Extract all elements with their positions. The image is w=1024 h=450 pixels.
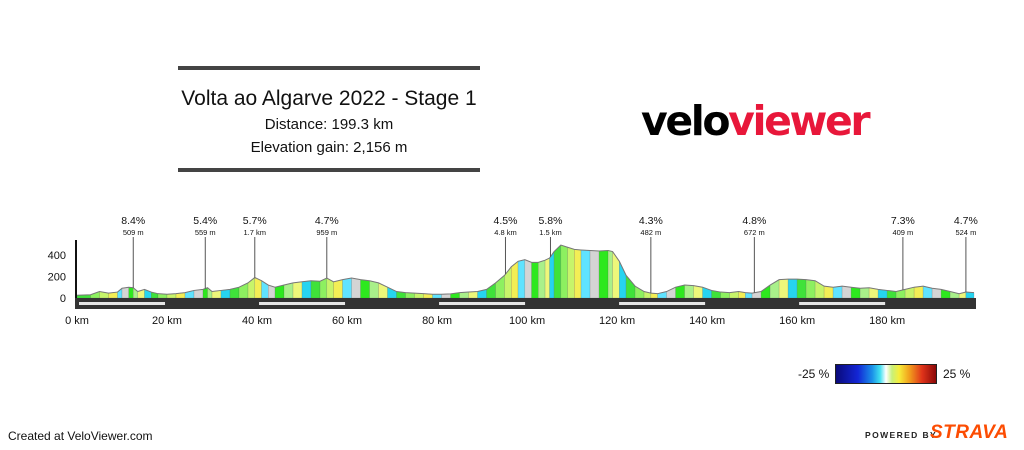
climb-gradient-label: 5.7% (243, 215, 267, 227)
climb-length-label: 4.8 km (494, 228, 517, 237)
profile-segment (598, 250, 609, 299)
profile-segment (607, 250, 613, 299)
y-tick-label: 0 (60, 293, 66, 305)
profile-segment (634, 285, 645, 299)
logo-part-viewer: viewer (728, 97, 870, 145)
profile-segment (612, 250, 620, 299)
profile-segment (787, 278, 798, 299)
profile-segment (292, 281, 303, 299)
x-tick-label: 160 km (779, 315, 815, 327)
profile-segment (684, 284, 694, 299)
profile-segment (301, 280, 312, 299)
title-bottom-rule (178, 168, 480, 172)
profile-segment (360, 279, 370, 299)
profile-segment (580, 249, 591, 299)
x-tick-label: 180 km (869, 315, 905, 327)
profile-segment (310, 280, 321, 299)
veloviewer-logo: veloviewer (641, 96, 871, 146)
powered-by-text: POWERED BY (865, 430, 938, 440)
x-tick-label: 20 km (152, 315, 182, 327)
logo-part-velo: velo (641, 97, 731, 145)
title-block: Volta ao Algarve 2022 - Stage 1 Distance… (178, 66, 480, 172)
x-tick-label: 40 km (242, 315, 272, 327)
y-tick-label: 400 (48, 250, 66, 262)
profile-segment (549, 250, 555, 299)
profile-outline (76, 244, 975, 296)
profile-segment (342, 277, 352, 299)
profile-segment (625, 274, 636, 299)
climb-gradient-label: 5.4% (193, 215, 217, 227)
x-tick-label: 0 km (65, 315, 89, 327)
profile-segment (524, 259, 532, 299)
profile-segment (805, 279, 816, 299)
climb-length-label: 1.5 km (539, 228, 562, 237)
elevation-gain-text: Elevation gain: 2,156 m (250, 139, 408, 156)
x-tick-label: 100 km (509, 315, 545, 327)
gradient-color-scale (835, 364, 937, 384)
created-at-text: Created at VeloViewer.com (8, 429, 153, 443)
profile-segment (128, 286, 134, 299)
profile-segment (913, 285, 924, 299)
profile-segment (544, 257, 550, 299)
profile-segment (531, 262, 539, 299)
profile-segment (486, 282, 496, 299)
climb-length-label: 482 m (640, 228, 661, 237)
profile-segment (760, 284, 771, 299)
y-tick-label: 200 (48, 271, 66, 283)
profile-segment (567, 246, 575, 299)
profile-segment (369, 280, 379, 299)
climb-length-label: 409 m (892, 228, 913, 237)
climb-gradient-label: 7.3% (891, 215, 915, 227)
climb-length-label: 672 m (744, 228, 765, 237)
profile-segment (351, 277, 361, 299)
profile-segment (619, 261, 627, 299)
climb-length-label: 524 m (955, 228, 976, 237)
profile-segment (850, 286, 861, 299)
profile-segment (511, 260, 519, 299)
profile-segment (432, 293, 442, 299)
climb-gradient-label: 4.5% (494, 215, 518, 227)
profile-segment (468, 291, 478, 299)
profile-segment (333, 279, 343, 299)
profile-segment (841, 285, 852, 299)
climb-length-label: 509 m (123, 228, 144, 237)
profile-segment (121, 286, 130, 299)
legend-max-label: 25 % (943, 367, 971, 381)
profile-segment (574, 249, 582, 299)
x-tick-label: 60 km (332, 315, 362, 327)
climb-length-label: 959 m (316, 228, 337, 237)
profile-segment (778, 278, 789, 299)
climb-gradient-label: 4.7% (954, 215, 978, 227)
title-top-rule (178, 66, 480, 70)
profile-segment (553, 244, 562, 299)
profile-segment (538, 259, 546, 299)
climb-gradient-label: 5.8% (539, 215, 563, 227)
stage-title: Volta ao Algarve 2022 - Stage 1 (181, 87, 477, 110)
distance-text: Distance: 199.3 km (264, 116, 394, 133)
x-tick-label: 80 km (422, 315, 452, 327)
profile-segment (832, 285, 843, 299)
x-tick-label: 120 km (599, 315, 635, 327)
profile-segment (796, 278, 807, 299)
climb-length-label: 559 m (195, 228, 216, 237)
climb-gradient-label: 4.3% (639, 215, 663, 227)
profile-segment (823, 285, 834, 299)
x-tick-label: 140 km (689, 315, 725, 327)
profile-segment (931, 287, 942, 299)
elevation-profile-chart: 0 200 400 0 km 20 km 40 km 60 km 80 km 100 km 120… (48, 215, 978, 327)
climb-gradient-label: 8.4% (121, 215, 145, 227)
profile-segment (859, 287, 870, 299)
strava-logo: STRAVA (930, 422, 1009, 443)
profile-segment (560, 244, 568, 299)
climb-gradient-label: 4.7% (315, 215, 339, 227)
climb-length-label: 1.7 km (244, 228, 267, 237)
legend-min-label: -25 % (798, 367, 830, 381)
profile-segment (517, 259, 526, 299)
profile-segment (589, 250, 600, 299)
climb-gradient-label: 4.8% (742, 215, 766, 227)
distance-bar (75, 298, 976, 309)
